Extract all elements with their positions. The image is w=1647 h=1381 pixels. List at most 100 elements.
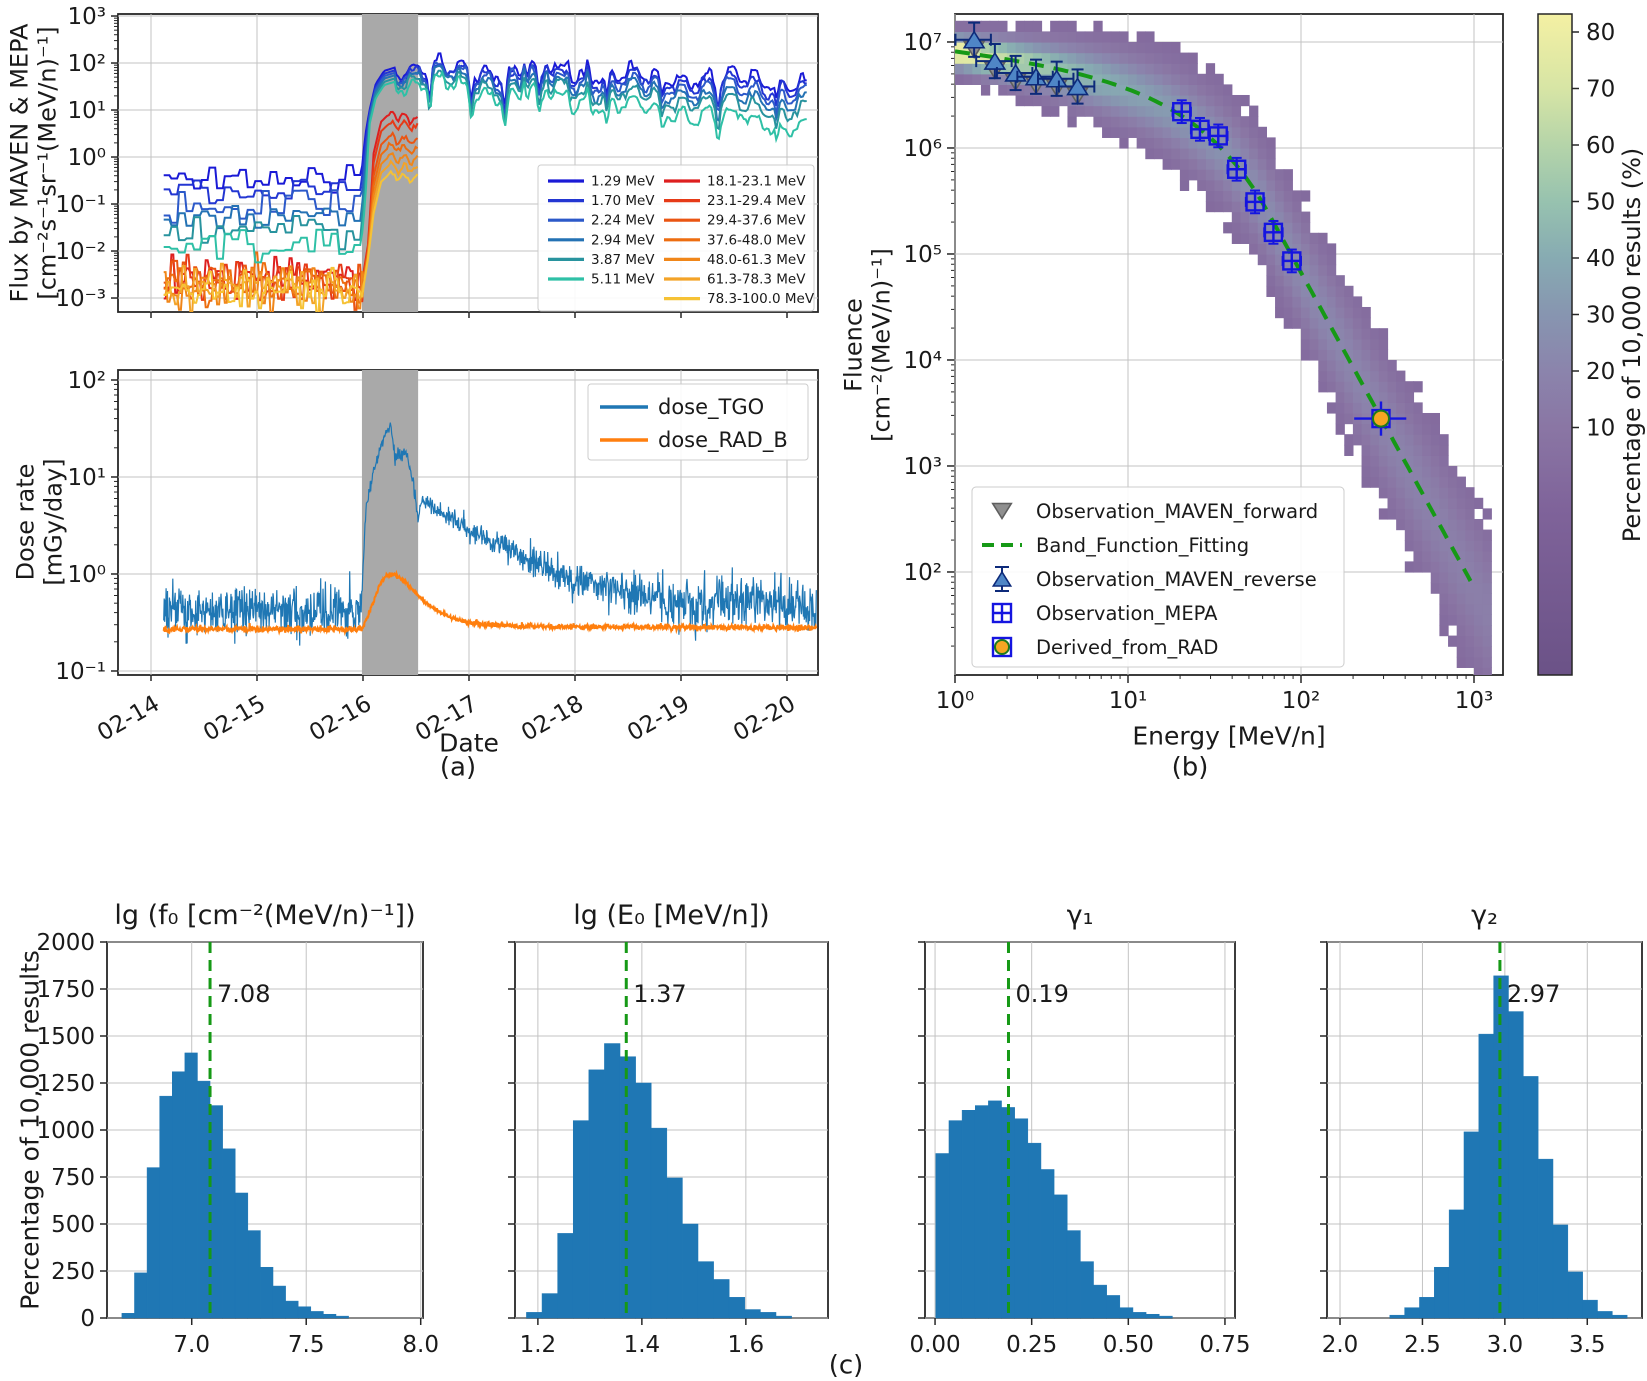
heatmap-cell	[1422, 550, 1432, 562]
heatmap-cell	[1318, 370, 1328, 382]
date-tick-label: 02-19	[623, 691, 694, 747]
flux-legend-label: 29.4-37.6 MeV	[707, 213, 806, 229]
heatmap-cell	[1283, 211, 1293, 223]
maven-reverse-marker	[991, 570, 1013, 587]
hist-bar	[1434, 1266, 1450, 1319]
heatmap-cell	[1378, 328, 1389, 340]
dose-y-axis-label-line1: Dose rate	[11, 463, 40, 581]
heatmap-cell	[1171, 158, 1181, 170]
spectrum-legend-label: Observation_MAVEN_forward	[1036, 500, 1318, 523]
flux-legend: 1.29 MeV 1.70 MeV 2.24 MeV 2.94 MeV 3.87 MeV…	[537, 164, 815, 312]
heatmap-cell	[1309, 338, 1319, 350]
heatmap-cell	[1188, 158, 1198, 170]
heatmap-cell	[1257, 211, 1267, 223]
heatmap-cell	[1404, 508, 1415, 520]
heatmap-cell	[1326, 264, 1337, 276]
colorbar-tick-label: 80	[1586, 20, 1615, 46]
heatmap-cell	[1292, 306, 1302, 319]
heatmap-cell	[1301, 285, 1311, 297]
heatmap-cell	[1326, 328, 1337, 340]
heatmap-cell	[1102, 84, 1112, 96]
heatmap-cell	[1396, 465, 1406, 478]
heatmap-cell	[1439, 434, 1449, 446]
heatmap-cell	[1396, 402, 1406, 414]
heatmap-cell	[1197, 137, 1207, 149]
heatmap-cell	[1318, 275, 1328, 287]
heatmap-cell	[1093, 20, 1103, 32]
heatmap-cell	[1404, 529, 1415, 541]
heatmap-cell	[1456, 540, 1466, 552]
heatmap-cell	[1378, 402, 1389, 414]
hist-title-3: γ₂	[1471, 900, 1498, 931]
flux-y-tick-label: 10⁰	[68, 145, 107, 171]
hist-bar	[1508, 1011, 1524, 1319]
heatmap-cell	[1024, 41, 1034, 54]
heatmap-cell	[1301, 253, 1311, 266]
hist-x-tick-label: 7.5	[288, 1332, 325, 1358]
heatmap-cell	[1474, 561, 1484, 573]
heatmap-cell	[1032, 94, 1043, 107]
heatmap-cell	[1283, 306, 1293, 319]
heatmap-cell	[1266, 179, 1276, 191]
heatmap-cell	[1153, 63, 1164, 75]
heatmap-cell	[1136, 31, 1146, 43]
heatmap-cell	[1266, 275, 1276, 287]
heatmap-cell	[1404, 455, 1415, 467]
heatmap-cell	[1439, 614, 1449, 626]
panel-b-caption: (b)	[1171, 752, 1209, 783]
heatmap-cell	[1231, 232, 1242, 244]
heatmap-cell	[1110, 84, 1120, 96]
maven-reverse-marker	[962, 30, 986, 49]
heatmap-cell	[1179, 84, 1190, 96]
heatmap-cell	[1093, 84, 1103, 96]
heatmap-cell	[980, 52, 991, 64]
heatmap-cell	[1171, 126, 1181, 138]
hist-x-tick-label: 1.2	[520, 1332, 557, 1358]
hist-bar	[172, 1071, 186, 1319]
heatmap-cell	[1292, 296, 1302, 308]
heatmap-cell	[1335, 412, 1345, 425]
heatmap-cell	[1301, 264, 1311, 276]
heatmap-cell	[1335, 275, 1345, 287]
hist-bar	[1158, 1315, 1173, 1319]
heatmap-cell	[1171, 116, 1181, 128]
hist-x-tick-label: 1.6	[728, 1332, 765, 1358]
hist-bar	[197, 1080, 211, 1319]
heatmap-cell	[1128, 73, 1138, 85]
hist-panel-2: 0.00 0.25 0.50 0.75 0.19 γ₁	[909, 900, 1250, 1358]
heatmap-cell	[998, 31, 1008, 43]
heatmap-cell	[1119, 41, 1129, 54]
flux-legend-label: 2.94 MeV	[591, 232, 655, 248]
hist-bar	[697, 1261, 714, 1319]
heatmap-cell	[1006, 63, 1017, 75]
date-tick-label: 02-15	[199, 691, 270, 747]
hist-bar	[588, 1069, 605, 1319]
flux-legend-label: 48.0-61.3 MeV	[707, 252, 806, 268]
heatmap-cell	[1482, 582, 1492, 594]
heatmap-cell	[1456, 614, 1466, 626]
heatmap-cell	[1448, 529, 1458, 541]
heatmap-cell	[1292, 190, 1302, 202]
heatmap-cell	[1335, 317, 1345, 329]
maven-forward-marker	[991, 502, 1013, 521]
flux-series-78.3-100.0 MeV	[163, 169, 419, 312]
heatmap-cell	[1413, 381, 1423, 393]
date-tick-label: 02-18	[517, 691, 588, 747]
heatmap-cell	[1344, 328, 1354, 340]
heatmap-cell	[1249, 243, 1259, 255]
heatmap-cell	[1266, 222, 1276, 234]
heatmap-cell	[1404, 391, 1415, 403]
heatmap-cell	[1240, 222, 1250, 234]
hist-bar	[222, 1148, 236, 1319]
hist-bar	[1463, 1131, 1480, 1319]
heatmap-cell	[1361, 306, 1371, 319]
heatmap-cell	[1318, 264, 1328, 276]
heatmap-cell	[1110, 73, 1120, 85]
heatmap-cell	[1145, 116, 1155, 128]
heatmap-cell	[1205, 94, 1216, 107]
heatmap-cell	[1465, 624, 1475, 637]
flux-series-29.4-37.6 MeV	[163, 131, 419, 311]
heatmap-cell	[1240, 179, 1250, 191]
heatmap-cell	[1119, 73, 1129, 85]
heatmap-cell	[1197, 105, 1207, 117]
